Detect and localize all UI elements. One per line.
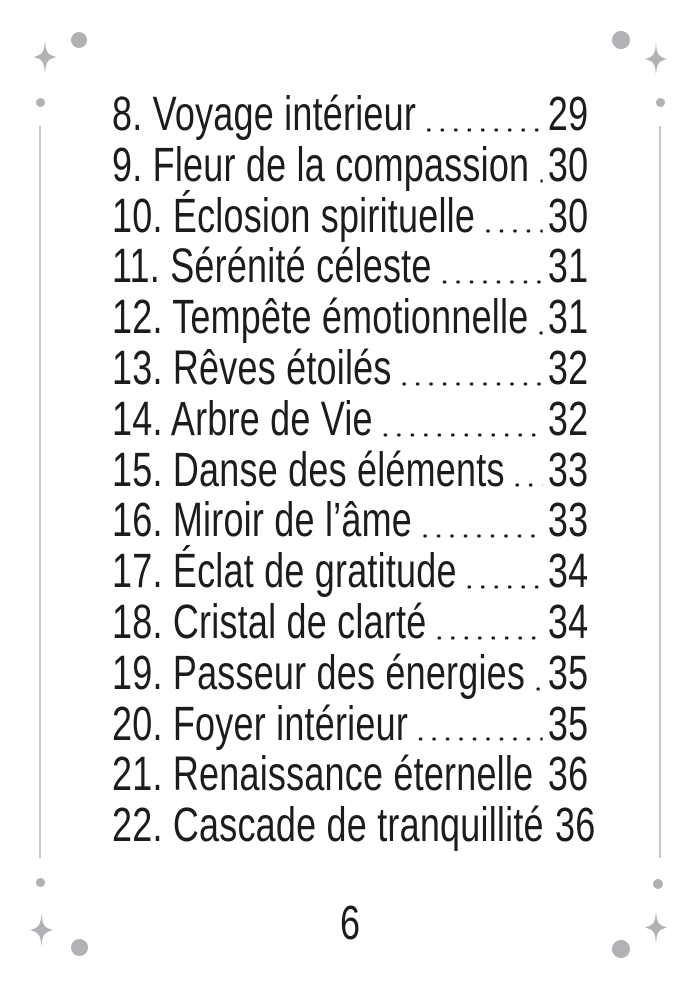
toc-entry: 22. Cascade de tranquillité 36: [112, 799, 595, 853]
sparkle-icon: [645, 42, 667, 76]
toc-entry-page-number: 31: [547, 240, 589, 294]
vertical-rule: [39, 126, 41, 858]
toc-entry-page-number: 36: [547, 748, 589, 802]
sparkle-icon: [645, 909, 667, 946]
table-of-contents: 8. Voyage intérieur 29 9. Fleur de la co…: [112, 88, 595, 853]
dot-leader: [481, 229, 543, 234]
toc-entry-title: 15. Danse des éléments: [112, 443, 505, 497]
toc-entry-page-number: 29: [547, 88, 589, 141]
toc-entry-title: 19. Passeur des énergies: [112, 646, 526, 700]
toc-entry-page-number: 32: [547, 341, 589, 395]
toc-entry-title: 8. Voyage intérieur: [112, 88, 417, 141]
toc-entry-title: 14. Arbre de Vie: [112, 392, 373, 446]
toc-entry-title: 18. Cristal de clarté: [112, 595, 427, 649]
dot-leader: [417, 534, 543, 539]
dot-leader: [414, 737, 543, 742]
toc-entry: 10. Éclosion spirituelle 30: [112, 189, 589, 243]
dot-decoration: [655, 97, 665, 107]
toc-entry-page-number: 32: [547, 392, 589, 446]
toc-entry-page-number: 36: [555, 799, 596, 853]
toc-entry-title: 10. Éclosion spirituelle: [112, 189, 476, 243]
toc-entry-page-number: 31: [547, 291, 589, 345]
toc-entry-title: 21. Renaissance éternelle: [112, 748, 534, 802]
toc-entry-title: 13. Rêves étoilés: [112, 341, 392, 395]
dot-leader: [432, 635, 543, 640]
dot-leader: [510, 483, 543, 488]
toc-entry: 21. Renaissance éternelle 36: [112, 750, 588, 801]
toc-entry-page-number: 30: [547, 138, 589, 192]
toc-entry-title: 22. Cascade de tranquillité: [112, 799, 544, 853]
toc-entry: 15. Danse des éléments 33: [112, 443, 589, 497]
toc-entry-page-number: 33: [547, 494, 589, 548]
dot-leader: [531, 686, 543, 691]
dot-decoration: [35, 878, 45, 887]
toc-entry-title: 17. Éclat de gratitude: [112, 545, 457, 599]
dot-leader: [397, 381, 543, 386]
toc-entry-title: 20. Foyer intérieur: [112, 697, 409, 751]
sparkle-icon: [33, 40, 57, 74]
dot-decoration: [35, 97, 45, 107]
sparkle-icon: [29, 911, 53, 949]
toc-entry-title: 9. Fleur de la compassion: [112, 138, 530, 192]
toc-entry-page-number: 35: [547, 646, 589, 700]
dot-decoration: [612, 940, 630, 958]
toc-entry-page-number: 35: [547, 697, 589, 751]
dot-leader: [534, 330, 543, 335]
dot-decoration: [71, 32, 87, 48]
toc-entry-page-number: 34: [547, 595, 589, 649]
toc-entry: 9. Fleur de la compassion 30: [112, 138, 589, 192]
dot-leader: [422, 127, 543, 132]
dot-leader: [378, 432, 543, 437]
toc-entry: 12. Tempête émotionnelle 31: [112, 291, 589, 345]
toc-entry: 17. Éclat de gratitude 34: [112, 545, 589, 599]
toc-entry: 20. Foyer intérieur 35: [112, 697, 589, 751]
toc-entry-title: 16. Miroir de l’âme: [112, 494, 412, 548]
toc-entry-title: 11. Sérénité céleste: [112, 240, 432, 294]
dot-leader: [535, 178, 543, 183]
toc-entry: 13. Rêves étoilés 32: [112, 341, 589, 395]
toc-entry: 16. Miroir de l’âme 33: [112, 496, 588, 547]
dot-decoration: [70, 938, 88, 956]
toc-entry: 11. Sérénité céleste 31: [112, 242, 588, 293]
toc-entry: 14. Arbre de Vie 32: [112, 392, 589, 446]
toc-entry: 19. Passeur des énergies 35: [112, 646, 589, 700]
toc-entry-page-number: 34: [547, 545, 589, 599]
dot-decoration: [612, 31, 630, 49]
toc-entry: 8. Voyage intérieur 29: [112, 88, 589, 141]
toc-entry: 18. Cristal de clarté 34: [112, 595, 589, 649]
dot-leader: [462, 584, 543, 589]
dot-decoration: [653, 879, 663, 889]
page-number: 6: [339, 897, 361, 950]
toc-entry-page-number: 33: [547, 443, 589, 497]
dot-leader: [437, 280, 543, 285]
toc-entry-title: 12. Tempête émotionnelle: [112, 291, 529, 345]
vertical-rule: [659, 126, 661, 858]
toc-entry-page-number: 30: [547, 189, 589, 243]
dot-leader: [539, 788, 543, 793]
